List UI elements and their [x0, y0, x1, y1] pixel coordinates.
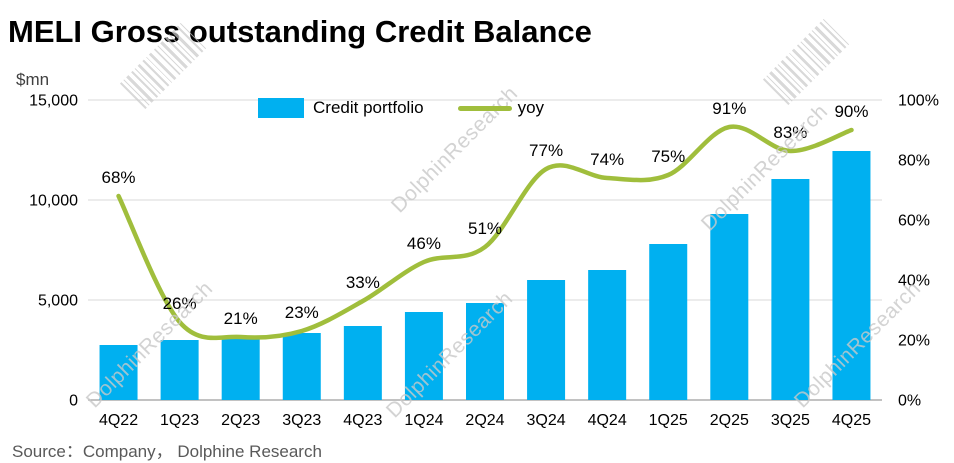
right-axis-tick-label: 0% [898, 393, 921, 410]
x-axis-tick-label: 1Q24 [404, 412, 443, 429]
x-axis-tick-label: 2Q23 [221, 412, 260, 429]
x-axis-tick-label: 3Q23 [282, 412, 321, 429]
x-axis-tick-label: 4Q25 [832, 412, 871, 429]
yoy-data-label: 33% [346, 273, 380, 292]
yoy-data-label: 91% [712, 99, 746, 118]
legend-line-swatch-icon [457, 105, 512, 111]
x-axis-tick-label: 2Q25 [710, 412, 749, 429]
yoy-data-label: 77% [529, 141, 563, 160]
legend-bar-swatch-icon [258, 98, 304, 118]
x-axis-tick-label: 4Q24 [588, 412, 627, 429]
credit-portfolio-bar [832, 151, 871, 400]
yoy-line [116, 124, 854, 341]
left-axis-tick-label: 15,000 [29, 93, 78, 110]
left-axis-tick-label: 5,000 [38, 293, 78, 310]
credit-portfolio-bar [404, 312, 443, 400]
x-axis-tick-label: 1Q25 [649, 412, 688, 429]
left-axis-tick-label: 10,000 [29, 193, 78, 210]
x-axis-tick-label: 4Q23 [343, 412, 382, 429]
right-axis-tick-label: 20% [898, 333, 930, 350]
legend: Credit portfolio yoy [258, 98, 544, 118]
yoy-data-label: 68% [102, 168, 136, 187]
yoy-data-label: 26% [163, 294, 197, 313]
right-axis-tick-label: 80% [898, 153, 930, 170]
yoy-data-label: 23% [285, 303, 319, 322]
credit-portfolio-bar [771, 179, 810, 400]
credit-portfolio-bar [466, 303, 504, 400]
x-axis-tick-label: 3Q24 [527, 412, 566, 429]
right-axis-tick-label: 100% [898, 93, 939, 110]
credit-portfolio-bar [99, 345, 138, 400]
legend-bar-label: Credit portfolio [313, 98, 424, 117]
credit-portfolio-bar [282, 333, 321, 400]
x-axis-tick-label: 2Q24 [465, 412, 504, 429]
x-axis-tick-label: 4Q22 [99, 412, 138, 429]
credit-portfolio-bar [527, 280, 566, 400]
chart-title: MELI Gross outstanding Credit Balance [8, 14, 592, 49]
yoy-data-label: 74% [590, 150, 624, 169]
credit-portfolio-bar [649, 244, 688, 400]
yoy-data-label: 46% [407, 234, 441, 253]
left-axis-unit-label: $mn [16, 70, 50, 89]
yoy-data-label: 75% [651, 147, 685, 166]
source-note: Source：Company， Dolphine Research [12, 442, 322, 461]
right-axis-tick-label: 40% [898, 273, 930, 290]
credit-portfolio-bar [160, 340, 199, 400]
legend-line-label: yoy [517, 98, 545, 117]
x-axis-tick-label: 3Q25 [771, 412, 810, 429]
yoy-data-label: 90% [834, 102, 868, 121]
left-axis-tick-label: 0 [69, 393, 78, 410]
yoy-data-label: 51% [468, 219, 502, 238]
yoy-data-label: 21% [224, 309, 258, 328]
credit-portfolio-bar [343, 326, 382, 400]
credit-portfolio-bar [710, 214, 749, 400]
x-axis-tick-label: 1Q23 [160, 412, 199, 429]
credit-portfolio-bar [221, 339, 260, 400]
yoy-data-label: 83% [773, 123, 807, 142]
credit-portfolio-bar [588, 270, 627, 400]
right-axis-tick-label: 60% [898, 213, 930, 230]
